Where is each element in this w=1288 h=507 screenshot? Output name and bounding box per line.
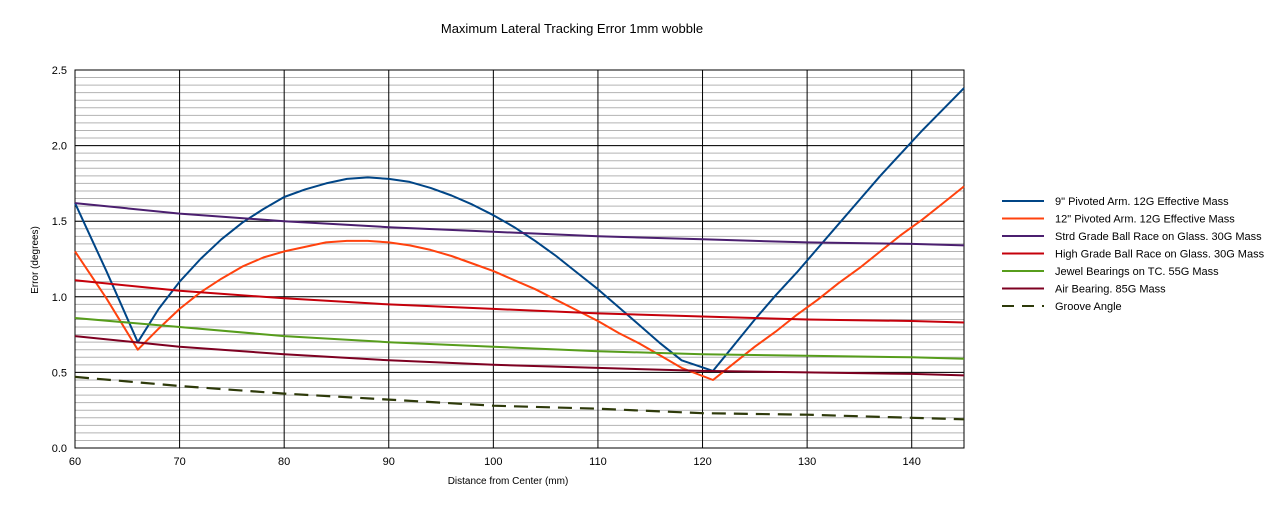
x-tick-label: 90	[383, 456, 395, 468]
legend: 9" Pivoted Arm. 12G Effective Mass 12" Pi…	[1002, 196, 1265, 313]
y-tick-label: 2.5	[52, 65, 67, 77]
chart-title: Maximum Lateral Tracking Error 1mm wobbl…	[441, 21, 703, 36]
series-line-4	[74, 279, 965, 324]
x-tick-label: 120	[693, 456, 711, 468]
x-tick-label: 110	[589, 456, 607, 468]
grid	[74, 69, 965, 449]
x-tick-label: 70	[173, 456, 185, 468]
x-axis-label: Distance from Center (mm)	[448, 476, 569, 487]
x-tick-label: 140	[903, 456, 921, 468]
series-line-6	[74, 335, 965, 377]
series-line-2	[74, 185, 965, 381]
series-line-3	[74, 202, 965, 247]
legend-label: Air Bearing. 85G Mass	[1055, 284, 1166, 296]
y-tick-label: 1.0	[52, 292, 67, 304]
series-line-5	[74, 317, 965, 360]
x-tick-label: 100	[484, 456, 502, 468]
y-tick-label: 1.5	[52, 216, 67, 228]
y-tick-label: 0.5	[52, 367, 67, 379]
legend-label: High Grade Ball Race on Glass. 30G Mass	[1055, 249, 1265, 261]
x-tick-label: 130	[798, 456, 816, 468]
plot-frame	[74, 69, 965, 449]
y-axis-label: Error (degrees)	[30, 226, 41, 294]
x-tick-label: 60	[69, 456, 81, 468]
y-tick-label: 2.0	[52, 141, 67, 153]
legend-label: 12" Pivoted Arm. 12G Effective Mass	[1055, 214, 1235, 226]
y-tick-label: 0.0	[52, 443, 67, 455]
x-tick-label: 80	[278, 456, 290, 468]
series-lines	[74, 87, 965, 421]
legend-label: Strd Grade Ball Race on Glass. 30G Mass	[1055, 231, 1262, 243]
tick-labels: 60 70 80 90 100 110 120 130 140 0.0 0.5 1.0 1.5 2.0 2.…	[52, 65, 921, 468]
series-line-7	[74, 375, 965, 421]
legend-label: Groove Angle	[1055, 301, 1122, 313]
legend-label: 9" Pivoted Arm. 12G Effective Mass	[1055, 196, 1229, 208]
legend-label: Jewel Bearings on TC. 55G Mass	[1055, 266, 1219, 278]
